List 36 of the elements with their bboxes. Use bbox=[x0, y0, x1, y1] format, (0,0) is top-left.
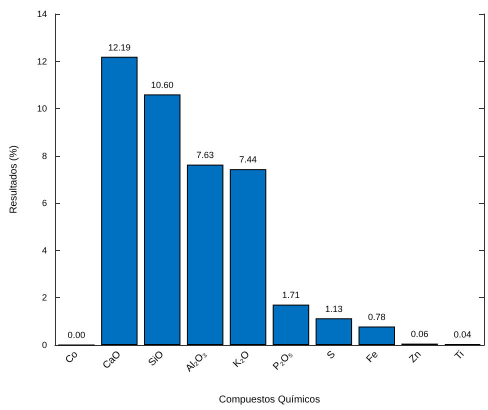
bar bbox=[316, 318, 352, 345]
x-tick-label: P₂O₅ bbox=[271, 349, 295, 373]
y-tick-label: 14 bbox=[36, 9, 47, 19]
bar bbox=[272, 304, 310, 345]
data-label: 7.44 bbox=[239, 154, 257, 165]
y-tick-label: 2 bbox=[42, 292, 47, 303]
bar bbox=[144, 94, 180, 345]
data-label: 0.06 bbox=[410, 329, 428, 340]
data-label: 7.63 bbox=[196, 150, 214, 160]
y-tick-label: 6 bbox=[42, 198, 47, 208]
y-axis-title: Resultados (%) bbox=[8, 145, 20, 214]
y-tick-label: 10 bbox=[36, 104, 47, 114]
x-tick-label: Zn bbox=[408, 349, 424, 366]
x-tick-label: SiO bbox=[146, 348, 166, 369]
data-label: 1.13 bbox=[325, 304, 343, 314]
data-label: 0.78 bbox=[368, 312, 386, 322]
data-label: 12.19 bbox=[108, 42, 131, 52]
data-label: 0.04 bbox=[454, 330, 472, 340]
bar bbox=[186, 164, 224, 345]
data-label: 1.71 bbox=[282, 290, 300, 300]
y-tick-label: 0 bbox=[42, 340, 47, 350]
y-tick-label: 12 bbox=[36, 56, 47, 66]
x-tick-label: Fe bbox=[364, 348, 381, 366]
y-tick-label: 8 bbox=[42, 150, 47, 161]
x-tick-label: CaO bbox=[100, 348, 124, 372]
data-label: 0.00 bbox=[68, 330, 86, 340]
bar bbox=[230, 169, 266, 345]
x-axis-title: Compuestos Químicos bbox=[218, 394, 320, 406]
y-tick-label: 4 bbox=[42, 245, 47, 256]
x-tick-label: S bbox=[325, 348, 338, 362]
bar bbox=[101, 56, 138, 345]
data-label: 10.60 bbox=[150, 80, 174, 90]
bar bbox=[358, 326, 395, 345]
x-tick-label: Ti bbox=[453, 349, 466, 363]
x-tick-label: Co bbox=[64, 348, 81, 366]
x-tick-label: K₂O bbox=[231, 348, 252, 370]
